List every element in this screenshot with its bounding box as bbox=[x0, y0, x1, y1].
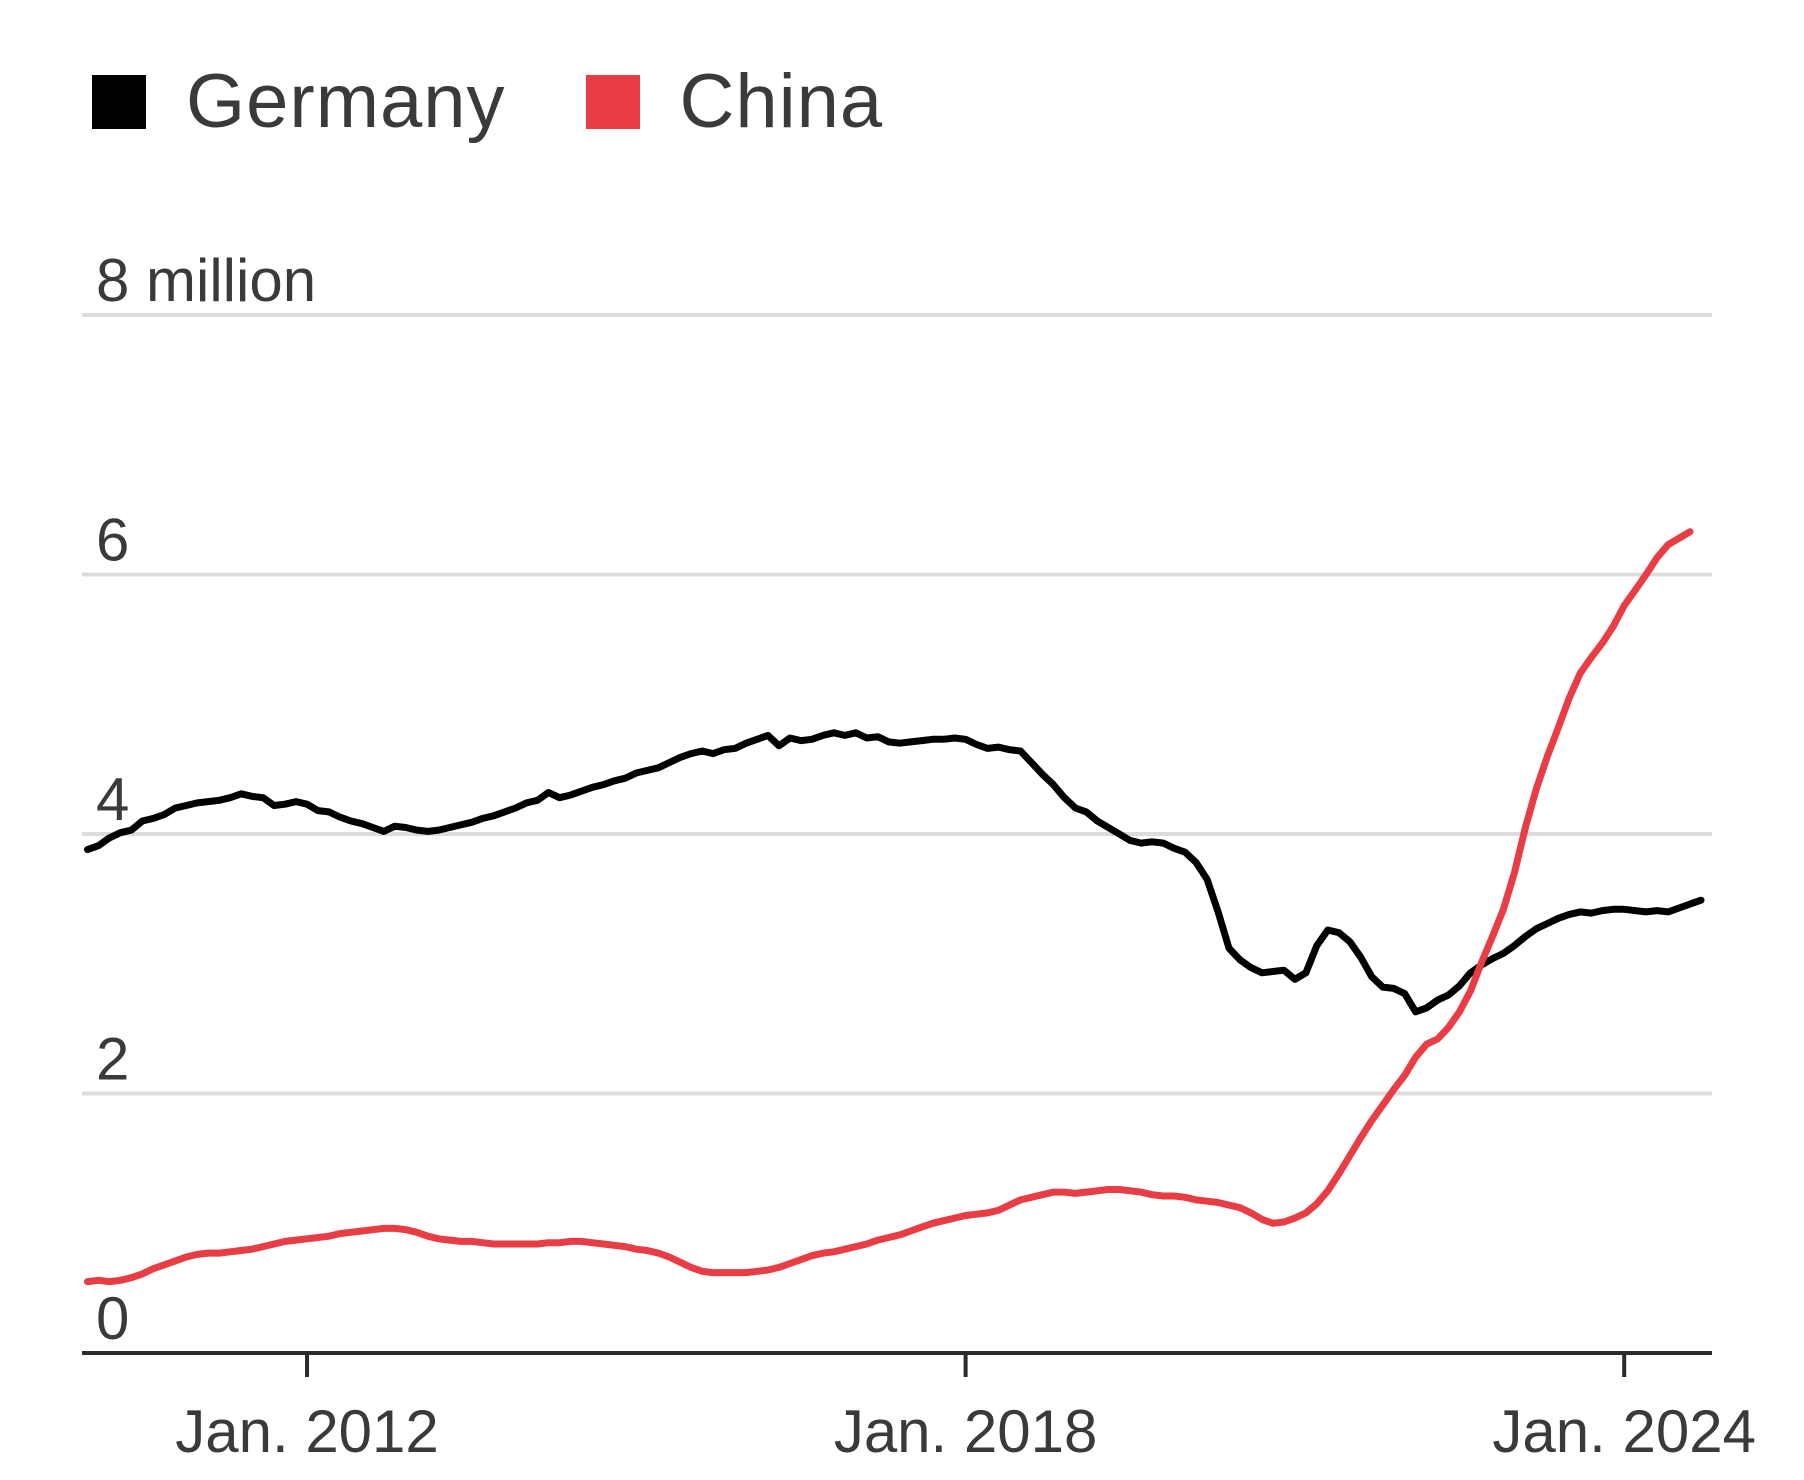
series-lines bbox=[84, 528, 1705, 1286]
legend-label-china: China bbox=[679, 59, 884, 144]
y-tick-label-4: 4 bbox=[96, 766, 129, 833]
y-tick-label-0: 0 bbox=[96, 1285, 129, 1352]
legend-swatch-germany bbox=[92, 74, 146, 129]
legend-swatch-china bbox=[585, 74, 640, 129]
y-axis-labels: 0 2 4 6 8 million bbox=[96, 247, 316, 1352]
legend-item-china: China bbox=[585, 58, 884, 145]
y-tick-label-8: 8 million bbox=[96, 247, 316, 314]
x-axis: Jan. 2012 Jan. 2018 Jan. 2024 bbox=[82, 1351, 1756, 1465]
series-line-germany bbox=[84, 729, 1705, 1016]
x-tick-label-2012: Jan. 2012 bbox=[175, 1398, 439, 1465]
legend-label-germany: Germany bbox=[186, 59, 506, 144]
x-tick-label-2024: Jan. 2024 bbox=[1492, 1398, 1756, 1465]
gridlines bbox=[82, 313, 1712, 1096]
y-tick-label-6: 6 bbox=[96, 507, 129, 574]
x-tick-label-2018: Jan. 2018 bbox=[834, 1398, 1098, 1465]
y-tick-label-2: 2 bbox=[96, 1026, 129, 1093]
legend-item-germany: Germany bbox=[92, 58, 506, 145]
legend: Germany China bbox=[92, 58, 963, 145]
series-line-china bbox=[84, 528, 1694, 1286]
